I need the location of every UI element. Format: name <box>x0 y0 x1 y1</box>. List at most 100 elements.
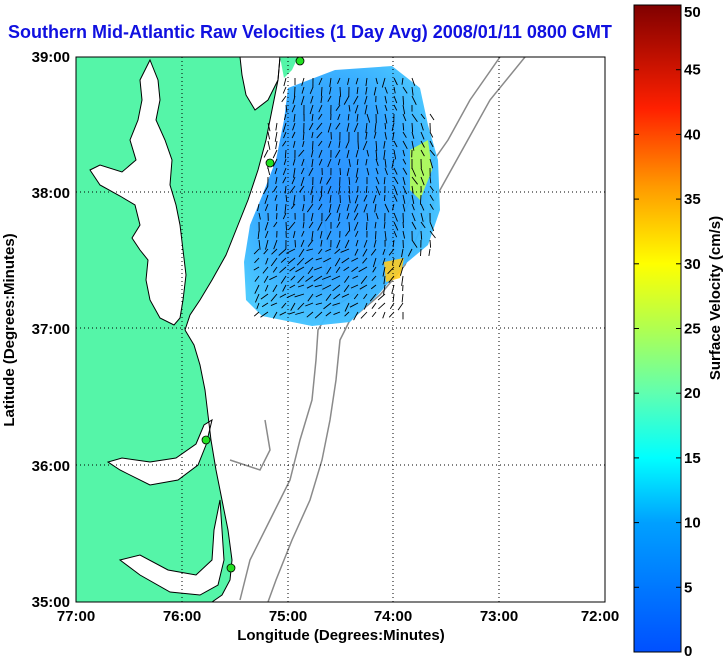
velocity-vector <box>272 149 278 159</box>
velocity-vector <box>264 194 269 205</box>
velocity-vector <box>338 185 341 195</box>
velocity-vector <box>365 77 368 86</box>
radar-station-marker <box>201 435 211 445</box>
colorbar-tick-label: 5 <box>684 579 692 596</box>
velocity-vector <box>327 95 332 102</box>
velocity-vector <box>374 230 377 240</box>
velocity-vector <box>289 185 296 194</box>
velocity-vector <box>261 302 269 308</box>
velocity-vector <box>375 140 378 151</box>
velocity-vector <box>278 248 287 256</box>
velocity-vector <box>339 86 342 97</box>
velocity-vector <box>329 77 332 88</box>
velocity-vector <box>381 77 386 88</box>
velocity-vector <box>363 203 368 213</box>
velocity-vector <box>327 158 332 168</box>
radar-station-marker <box>295 57 305 66</box>
velocity-vector <box>287 257 296 264</box>
velocity-vector <box>298 149 305 157</box>
velocity-vector <box>383 149 386 160</box>
velocity-vector <box>420 230 423 240</box>
velocity-vector <box>295 311 305 315</box>
velocity-vector <box>392 131 395 141</box>
velocity-vector <box>363 194 368 202</box>
velocity-vector <box>336 203 341 213</box>
velocity-vector <box>375 77 378 85</box>
velocity-vector <box>382 257 386 266</box>
velocity-vector <box>311 131 314 139</box>
velocity-vector <box>301 158 305 167</box>
velocity-vector <box>272 311 278 319</box>
velocity-vector <box>269 275 278 281</box>
velocity-vector <box>271 248 278 255</box>
velocity-vector <box>398 257 404 268</box>
velocity-vector <box>353 203 359 213</box>
velocity-vector <box>322 284 332 290</box>
velocity-vector <box>320 95 323 103</box>
velocity-vector <box>353 221 359 231</box>
velocity-hotspot-south <box>384 258 404 282</box>
velocity-vector <box>411 86 414 96</box>
velocity-vector <box>318 158 323 166</box>
velocity-vector <box>284 149 287 159</box>
x-axis-label: Longitude (Degrees:Minutes) <box>237 627 445 644</box>
velocity-vector <box>306 284 314 289</box>
velocity-vector <box>335 149 341 158</box>
velocity-vector <box>362 140 368 151</box>
velocity-vector <box>307 266 314 275</box>
velocity-vector <box>365 131 368 140</box>
x-tick-label: 74:00 <box>374 608 412 625</box>
velocity-vector <box>325 248 332 252</box>
velocity-vector <box>374 203 377 213</box>
velocity-vector <box>397 302 404 311</box>
velocity-vector <box>348 194 351 204</box>
velocity-vector <box>285 194 288 202</box>
velocity-vector <box>272 266 278 273</box>
velocity-vector <box>318 104 323 113</box>
velocity-vector <box>279 293 287 298</box>
velocity-vector <box>312 140 314 150</box>
velocity-vector <box>329 194 332 203</box>
velocity-vector <box>375 212 379 220</box>
velocity-vector <box>401 275 404 286</box>
velocity-vector <box>411 113 418 123</box>
velocity-vector <box>282 140 287 147</box>
velocity-vector <box>254 275 260 282</box>
velocity-vector <box>314 311 323 319</box>
velocity-vector <box>282 284 287 292</box>
colorbar-ticks: 0 5 10 15 20 25 30 35 40 45 50 <box>634 4 701 659</box>
velocity-vector <box>352 275 359 279</box>
radar-stations <box>201 57 305 573</box>
velocity-vector <box>316 131 323 139</box>
velocity-vector <box>366 113 371 123</box>
velocity-vector <box>402 95 405 105</box>
velocity-vector <box>382 311 386 319</box>
velocity-vector <box>270 293 278 302</box>
velocity-vector <box>353 311 359 321</box>
velocity-vector <box>362 257 368 264</box>
velocity-vector <box>309 104 314 115</box>
velocity-vector <box>355 77 359 85</box>
lon-lat-grid <box>76 57 605 602</box>
velocity-vector <box>282 212 287 220</box>
velocity-vector <box>304 257 314 265</box>
velocity-vector <box>363 302 368 310</box>
velocity-vector <box>290 203 296 209</box>
velocity-vector <box>393 77 398 86</box>
velocity-vector <box>297 302 305 311</box>
velocity-vector <box>262 266 269 274</box>
velocity-vector <box>323 257 332 263</box>
velocity-vector <box>301 230 305 237</box>
velocity-vector <box>274 194 278 201</box>
velocity-vector <box>383 221 386 229</box>
land-new-jersey <box>280 57 298 78</box>
velocity-vector <box>393 149 397 160</box>
velocity-vector <box>267 131 271 140</box>
velocity-vector <box>290 275 296 281</box>
velocity-vector <box>311 113 314 122</box>
velocity-vector <box>384 113 388 124</box>
velocity-vector <box>362 248 368 257</box>
velocity-vector <box>311 158 314 168</box>
colorbar-tick-label: 0 <box>684 643 692 659</box>
velocity-vector <box>272 158 278 167</box>
